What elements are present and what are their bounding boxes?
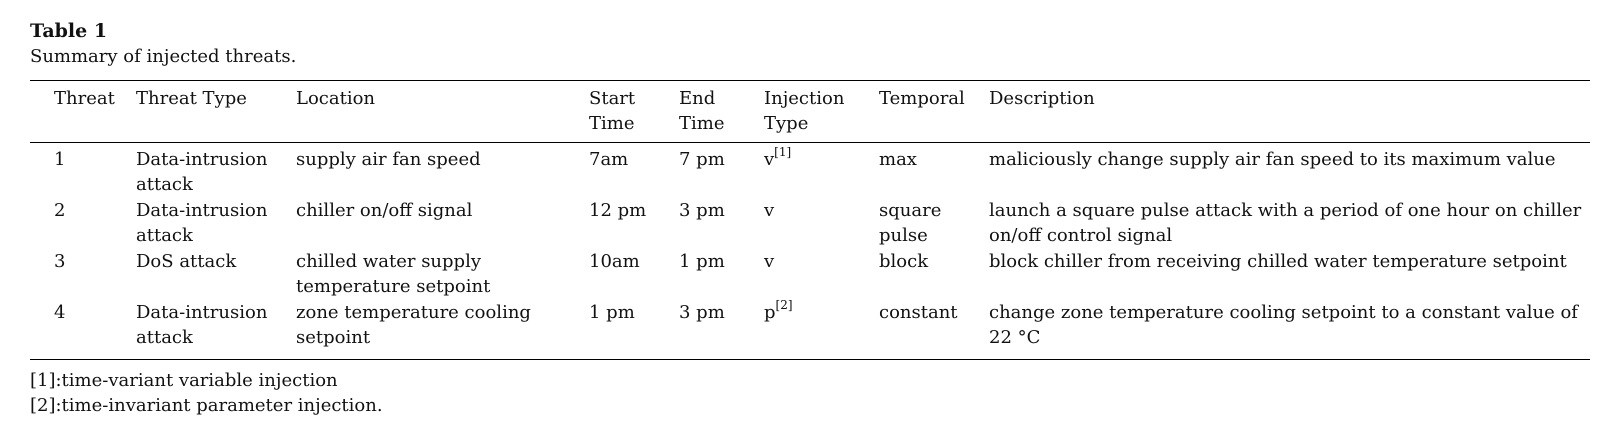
cell-end-time: 1 pm	[679, 251, 725, 272]
header-injection-type: Injection Type	[764, 86, 879, 142]
cell-description: change zone temperature cooling setpoint…	[989, 302, 1578, 348]
cell-injection-type: v[1]	[764, 142, 879, 198]
header-injection-type-line2: Type	[764, 113, 809, 134]
header-start-time-line1: Start	[589, 88, 636, 109]
cell-threat: 2	[54, 200, 66, 221]
header-end-time-line1: End	[679, 88, 716, 109]
cell-temporal: constant	[879, 302, 958, 323]
header-end-time: End Time	[679, 86, 764, 142]
threats-table: Threat Threat Type Location Start Time E…	[30, 86, 1590, 351]
table-row: 4 Data-intrusion attack zone temperature…	[30, 298, 1590, 351]
cell-end-time: 3 pm	[679, 302, 725, 323]
cell-location: zone temperature cooling setpoint	[296, 302, 531, 348]
header-location: Location	[296, 88, 376, 109]
cell-threat-type: DoS attack	[136, 251, 237, 272]
cell-end-time: 3 pm	[679, 200, 725, 221]
cell-temporal: square pulse	[879, 200, 942, 246]
header-threat-type: Threat Type	[136, 88, 247, 109]
cell-description: block chiller from receiving chilled wat…	[989, 251, 1567, 272]
table-row: 3 DoS attack chilled water supply temper…	[30, 249, 1590, 300]
cell-description: launch a square pulse attack with a peri…	[989, 200, 1582, 246]
injection-symbol: v	[764, 149, 775, 170]
header-injection-type-line1: Injection	[764, 88, 845, 109]
cell-location: chilled water supply temperature setpoin…	[296, 251, 491, 297]
cell-temporal: block	[879, 251, 929, 272]
header-temporal: Temporal	[879, 88, 965, 109]
cell-start-time: 10am	[589, 251, 640, 272]
cell-start-time: 7am	[589, 149, 629, 170]
cell-end-time: 7 pm	[679, 149, 725, 170]
footnote-1: [1]:time-variant variable injection	[30, 370, 338, 391]
table-label: Table 1	[30, 20, 108, 42]
top-rule	[30, 80, 1590, 81]
injection-symbol: v	[764, 251, 775, 272]
cell-threat: 4	[54, 302, 66, 323]
cell-start-time: 1 pm	[589, 302, 635, 323]
cell-injection-type: v	[764, 198, 879, 249]
cell-description: maliciously change supply air fan speed …	[989, 149, 1556, 170]
cell-injection-type: p[2]	[764, 298, 879, 351]
injection-symbol: v	[764, 200, 775, 221]
cell-threat: 3	[54, 251, 66, 272]
cell-temporal: max	[879, 149, 917, 170]
bottom-rule	[30, 359, 1590, 360]
table-caption: Summary of injected threats.	[30, 46, 297, 67]
header-description: Description	[989, 88, 1095, 109]
cell-start-time: 12 pm	[589, 200, 647, 221]
footnote-2: [2]:time-invariant parameter injection.	[30, 395, 383, 416]
cell-location: chiller on/off signal	[296, 200, 473, 221]
header-threat: Threat	[54, 88, 115, 109]
cell-injection-type: v	[764, 249, 879, 300]
header-end-time-line2: Time	[679, 113, 725, 134]
cell-location: supply air fan speed	[296, 149, 481, 170]
header-row: Threat Threat Type Location Start Time E…	[30, 86, 1590, 142]
cell-threat-type: Data-intrusion attack	[136, 302, 268, 348]
table-row: 2 Data-intrusion attack chiller on/off s…	[30, 198, 1590, 249]
injection-symbol: p	[764, 302, 776, 323]
injection-footnote-ref: [1]	[774, 145, 792, 159]
cell-threat-type: Data-intrusion attack	[136, 200, 268, 246]
header-rule	[30, 142, 1590, 143]
cell-threat: 1	[54, 149, 66, 170]
injection-footnote-ref: [2]	[775, 298, 793, 312]
table-row: 1 Data-intrusion attack supply air fan s…	[30, 142, 1590, 198]
table-footnotes: [1]:time-variant variable injection [2]:…	[30, 368, 383, 418]
header-start-time: Start Time	[589, 86, 679, 142]
cell-threat-type: Data-intrusion attack	[136, 149, 268, 195]
header-start-time-line2: Time	[589, 113, 635, 134]
